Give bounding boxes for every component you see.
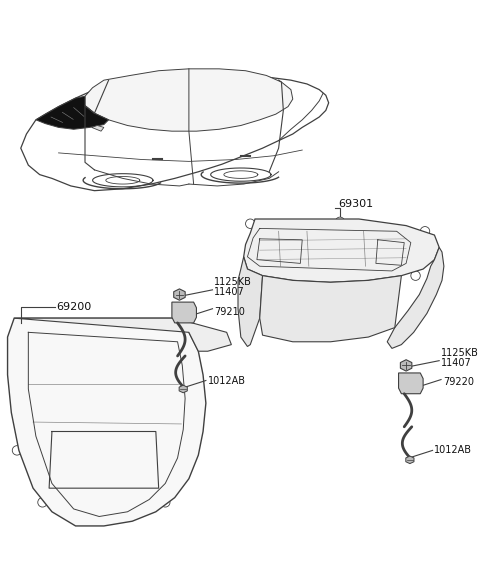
Ellipse shape (79, 355, 120, 376)
Text: 69200: 69200 (57, 302, 92, 312)
Text: 79210: 79210 (215, 307, 245, 316)
Circle shape (12, 445, 22, 455)
Ellipse shape (96, 390, 141, 412)
Ellipse shape (122, 360, 152, 379)
Polygon shape (174, 289, 185, 300)
Polygon shape (398, 373, 423, 394)
Polygon shape (172, 302, 196, 323)
Circle shape (411, 271, 420, 280)
Polygon shape (92, 126, 104, 131)
Polygon shape (387, 247, 444, 348)
Circle shape (99, 514, 108, 523)
Polygon shape (400, 360, 412, 371)
Polygon shape (238, 257, 263, 347)
Text: 11407: 11407 (441, 358, 472, 369)
Circle shape (246, 219, 255, 228)
Polygon shape (8, 318, 206, 526)
Text: 69301: 69301 (338, 199, 373, 209)
Text: 1125KB: 1125KB (215, 277, 252, 287)
Circle shape (420, 227, 430, 236)
Ellipse shape (45, 364, 78, 385)
Circle shape (258, 274, 267, 283)
Circle shape (10, 384, 19, 394)
Ellipse shape (145, 385, 172, 402)
Circle shape (323, 237, 357, 271)
Circle shape (184, 436, 193, 445)
Circle shape (184, 379, 193, 389)
Polygon shape (260, 276, 401, 342)
Polygon shape (21, 75, 329, 191)
Circle shape (180, 323, 189, 332)
Circle shape (160, 498, 170, 507)
Polygon shape (14, 318, 231, 351)
Circle shape (180, 307, 189, 316)
Circle shape (428, 252, 437, 262)
Text: 79220: 79220 (443, 377, 474, 387)
Text: 11407: 11407 (215, 288, 245, 297)
Text: 1012AB: 1012AB (434, 445, 472, 455)
Circle shape (243, 259, 252, 268)
Polygon shape (406, 456, 414, 464)
Circle shape (335, 278, 345, 287)
Ellipse shape (57, 397, 94, 418)
Circle shape (313, 227, 366, 280)
Circle shape (38, 498, 47, 507)
Polygon shape (36, 96, 108, 129)
Polygon shape (244, 219, 439, 282)
Polygon shape (179, 385, 187, 393)
Circle shape (14, 323, 24, 332)
Circle shape (335, 217, 345, 227)
Polygon shape (85, 69, 293, 131)
Circle shape (406, 378, 416, 387)
Text: 1012AB: 1012AB (208, 375, 246, 386)
Text: 1125KB: 1125KB (441, 348, 479, 358)
